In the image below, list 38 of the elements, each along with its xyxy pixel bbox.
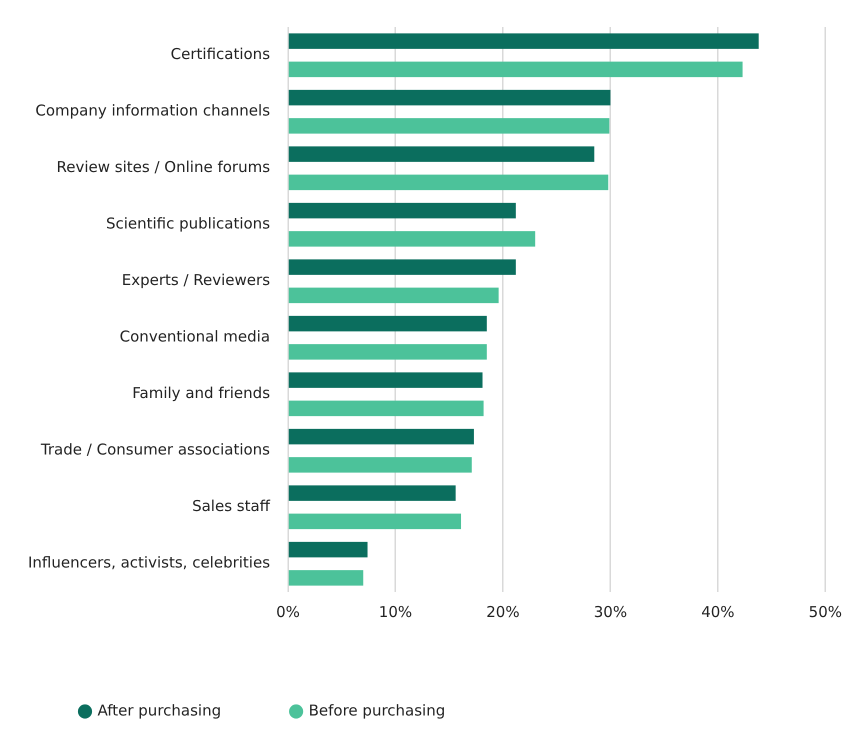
x-tick-label: 50% xyxy=(808,602,842,621)
bar xyxy=(288,174,608,190)
bar xyxy=(288,344,487,360)
x-tick-label: 10% xyxy=(378,602,412,621)
y-tick-label: Influencers, activists, celebrities xyxy=(28,554,270,572)
bar xyxy=(288,570,364,586)
bar xyxy=(288,202,516,218)
y-tick-label: Sales staff xyxy=(192,497,271,516)
bar xyxy=(288,485,456,501)
y-tick-label: Company information channels xyxy=(35,102,270,120)
bar xyxy=(288,288,499,304)
bar xyxy=(288,316,487,332)
bar xyxy=(288,231,536,247)
bar xyxy=(288,457,472,473)
y-tick-label: Conventional media xyxy=(120,328,270,346)
y-tick-label: Review sites / Online forums xyxy=(56,158,270,176)
x-tick-label: 30% xyxy=(594,602,628,621)
y-tick-label: Scientific publications xyxy=(106,214,270,233)
x-tick-label: 20% xyxy=(486,602,520,621)
y-tick-label: Family and friends xyxy=(132,384,270,402)
x-tick-label: 0% xyxy=(276,602,300,621)
bar xyxy=(288,259,516,275)
bar xyxy=(288,372,483,388)
y-tick-label: Certifications xyxy=(170,45,270,64)
y-tick-label: Experts / Reviewers xyxy=(122,271,270,290)
bar xyxy=(288,514,462,530)
bar xyxy=(288,146,594,162)
y-tick-label: Trade / Consumer associations xyxy=(40,440,270,459)
x-tick-label: 40% xyxy=(701,602,735,621)
bar xyxy=(288,542,368,558)
legend-label: After purchasing xyxy=(98,701,222,720)
bar xyxy=(288,400,484,416)
bar xyxy=(288,118,610,134)
bar xyxy=(288,428,474,444)
bar xyxy=(288,90,610,106)
bar xyxy=(288,62,743,78)
legend-label: Before purchasing xyxy=(308,701,446,720)
bar xyxy=(288,33,759,49)
